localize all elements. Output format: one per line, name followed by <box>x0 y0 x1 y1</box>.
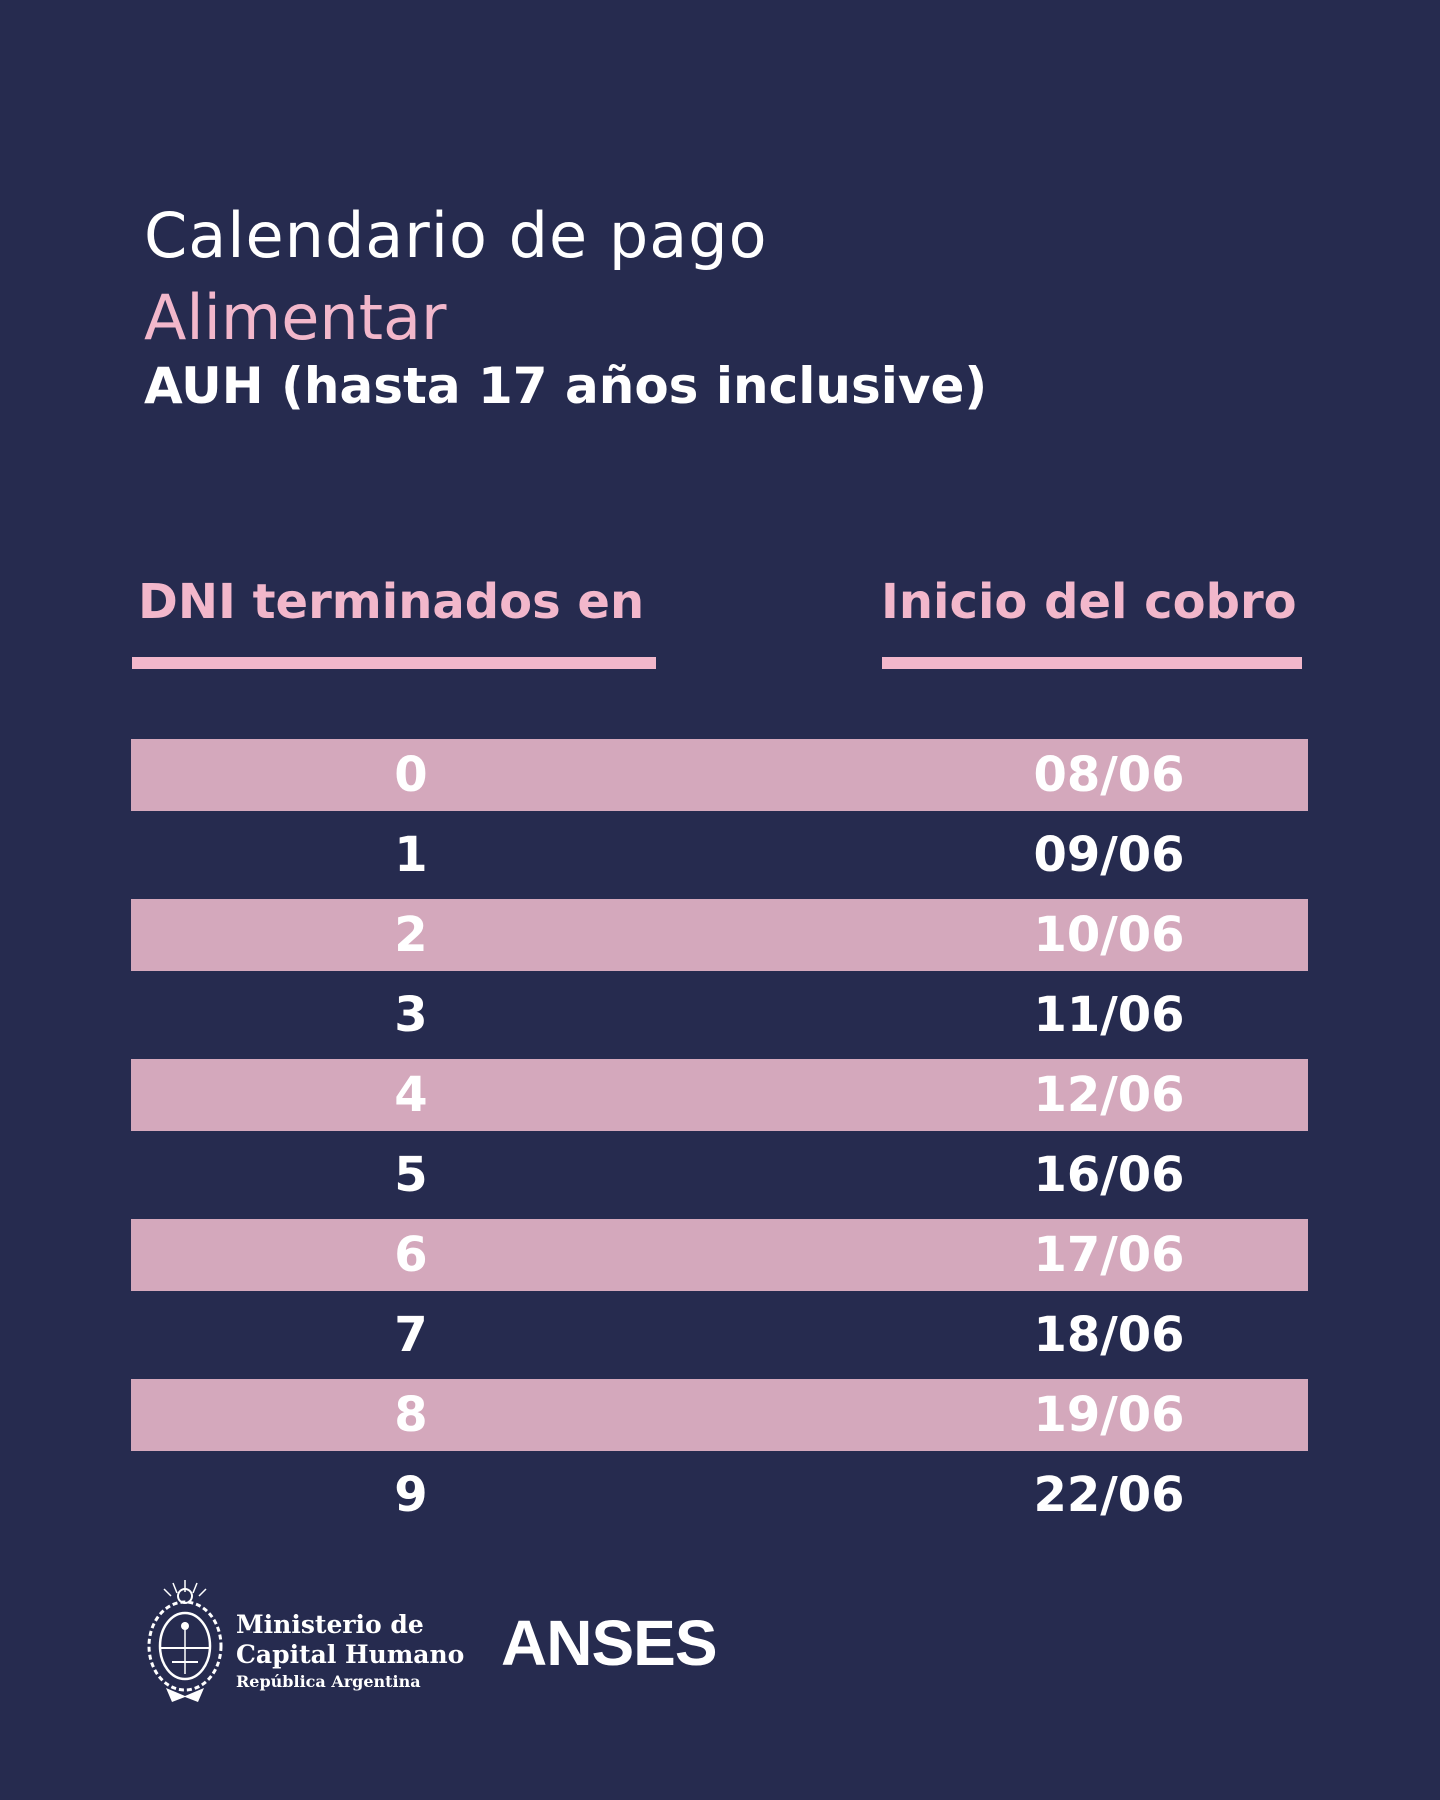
dni-digit: 4 <box>394 1067 428 1123</box>
column-underline-dni <box>132 657 656 669</box>
payment-date: 08/06 <box>1033 747 1185 803</box>
payment-date: 11/06 <box>1033 987 1185 1043</box>
ministry-line-3: República Argentina <box>236 1672 421 1691</box>
ministry-line-1: Ministerio de <box>236 1610 424 1639</box>
dni-digit: 3 <box>394 987 428 1043</box>
page-title: Calendario de pago <box>144 199 768 272</box>
anses-logo: ANSES <box>501 1607 717 1679</box>
table-row: 9 22/06 <box>131 1459 1308 1531</box>
dni-digit: 9 <box>394 1467 428 1523</box>
dni-digit: 2 <box>394 907 428 963</box>
argentina-coat-of-arms-icon <box>147 1580 223 1702</box>
payment-date: 22/06 <box>1033 1467 1185 1523</box>
program-name: Alimentar <box>144 281 447 354</box>
table-row: 8 19/06 <box>131 1379 1308 1451</box>
dni-digit: 1 <box>394 827 428 883</box>
payment-date: 19/06 <box>1033 1387 1185 1443</box>
dni-digit: 8 <box>394 1387 428 1443</box>
table-row: 0 08/06 <box>131 739 1308 811</box>
payment-date: 16/06 <box>1033 1147 1185 1203</box>
column-header-dni: DNI terminados en <box>138 574 645 630</box>
payment-date: 17/06 <box>1033 1227 1185 1283</box>
payment-date: 10/06 <box>1033 907 1185 963</box>
payment-date: 18/06 <box>1033 1307 1185 1363</box>
payment-date: 12/06 <box>1033 1067 1185 1123</box>
table-row: 5 16/06 <box>131 1139 1308 1211</box>
table-row: 4 12/06 <box>131 1059 1308 1131</box>
table-row: 3 11/06 <box>131 979 1308 1051</box>
dni-digit: 7 <box>394 1307 428 1363</box>
table-row: 6 17/06 <box>131 1219 1308 1291</box>
column-underline-fecha <box>882 657 1302 669</box>
dni-digit: 5 <box>394 1147 428 1203</box>
column-header-fecha: Inicio del cobro <box>881 574 1297 630</box>
table-row: 7 18/06 <box>131 1299 1308 1371</box>
table-row: 2 10/06 <box>131 899 1308 971</box>
ministry-logo-text: Ministerio de Capital Humano República A… <box>236 1610 464 1694</box>
dni-digit: 6 <box>394 1227 428 1283</box>
dni-digit: 0 <box>394 747 428 803</box>
table-row: 1 09/06 <box>131 819 1308 891</box>
payment-date: 09/06 <box>1033 827 1185 883</box>
payment-schedule-table: 0 08/06 1 09/06 2 10/06 3 11/06 4 12/06 … <box>131 739 1308 1539</box>
ministry-line-2: Capital Humano <box>236 1640 465 1669</box>
program-subtitle: AUH (hasta 17 años inclusive) <box>144 357 988 415</box>
